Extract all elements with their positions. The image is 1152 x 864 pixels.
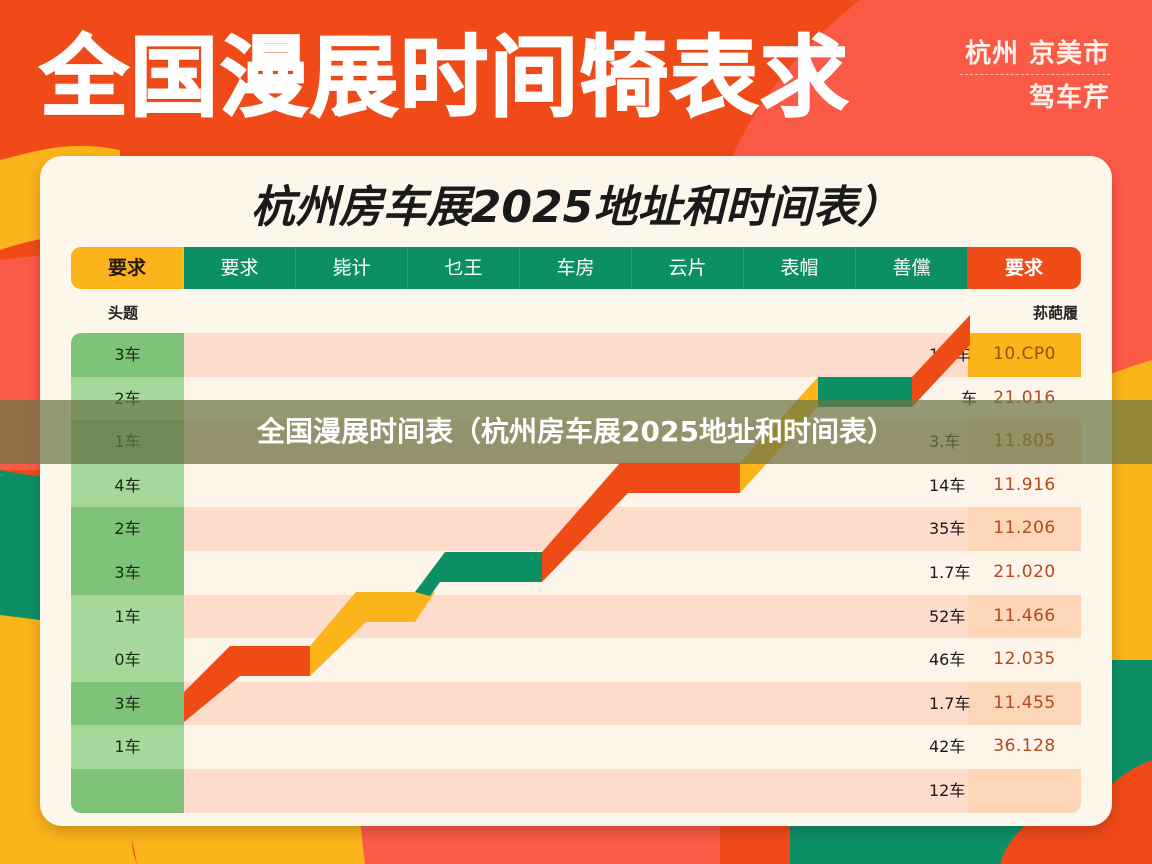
banner-title: 全国漫展时间犄表求 [39,26,851,129]
header-cell[interactable]: 乜王 [408,247,520,289]
row-value: 10.CP0 [968,333,1081,377]
row-value: 11.455 [968,681,1081,726]
banner-side-line1: 杭州 京美市 [964,39,1110,69]
row-left-label: 3车 [71,681,184,726]
row-value [968,768,1081,813]
row-left-label: 1车 [71,594,184,639]
header-cell[interactable]: 车房 [520,247,632,289]
header-cell[interactable]: 云片 [632,247,744,289]
row-value: 11.466 [968,594,1081,639]
header-cell[interactable]: 要求 [184,247,296,289]
card-title: 杭州房车展2025地址和时间表） [250,182,902,233]
banner-side-block: 杭州 京美市 驾车芹 [960,34,1110,116]
row-year: 35车 [929,519,966,539]
subhead-right: 荪葩履 [1032,304,1078,322]
banner-side-line2: 驾车芹 [1028,83,1110,113]
header-cell[interactable]: 善儻 [856,247,968,289]
schedule-card: 杭州房车展2025地址和时间表） 要求 要求 毙计 乜王 车房 云片 表帽 善儻… [40,156,1112,826]
row-year: 1.7车 [929,693,971,713]
row-value: 11.916 [968,463,1081,508]
row-year: 42车 [929,737,966,757]
header-cell[interactable]: 要求 [71,247,184,289]
header-cell[interactable]: 表帽 [744,247,856,289]
row-band [184,463,968,508]
table-row: 3车 11.455 1.7车 [71,681,1081,726]
row-value: 12.035 [968,638,1081,682]
row-left-label [71,768,184,813]
row-year: 1.7车 [929,562,971,582]
row-band [184,725,968,769]
row-band [184,333,968,377]
header-cell[interactable]: 要求 [968,247,1081,289]
row-left-label: 3车 [71,550,184,595]
row-band [184,550,968,595]
row-band [184,681,968,726]
table-row: 4车 11.916 14车 [71,463,1081,508]
table-row: 2车 11.206 35车 [71,507,1081,551]
row-left-label: 2车 [71,507,184,551]
row-value: 11.206 [968,507,1081,551]
banner-side-divider [960,74,1110,80]
table-row: 3车 21.020 1.7车 [71,550,1081,595]
row-value: 21.020 [968,550,1081,595]
row-year: 12车 [929,780,966,800]
row-year: 52车 [929,606,966,626]
table-row: 1车 11.466 52车 [71,594,1081,639]
table-row: 3车 10.CP0 1.2车 [71,333,1081,377]
row-left-label: 3车 [71,333,184,377]
row-left-label: 4车 [71,463,184,508]
caption-text: 全国漫展时间表（杭州房车展2025地址和时间表） [257,415,895,448]
caption-bar: 全国漫展时间表（杭州房车展2025地址和时间表） [0,400,1152,464]
table-header: 要求 要求 毙计 乜王 车房 云片 表帽 善儻 要求 [71,247,1081,289]
row-year: 14车 [929,475,966,495]
row-band [184,638,968,682]
header-cell[interactable]: 毙计 [296,247,408,289]
table-row: 0车 12.035 46车 [71,638,1081,682]
row-band [184,507,968,551]
table-row: 12车 [71,768,1081,813]
row-year: 1.2车 [929,345,971,364]
row-band [184,594,968,639]
subhead-left: 头题 [108,304,139,322]
row-band [184,768,968,813]
table-row: 1车 36.128 42车 [71,725,1081,769]
row-year: 46车 [929,650,966,670]
row-value: 36.128 [968,725,1081,769]
row-left-label: 1车 [71,725,184,769]
row-left-label: 0车 [71,638,184,682]
